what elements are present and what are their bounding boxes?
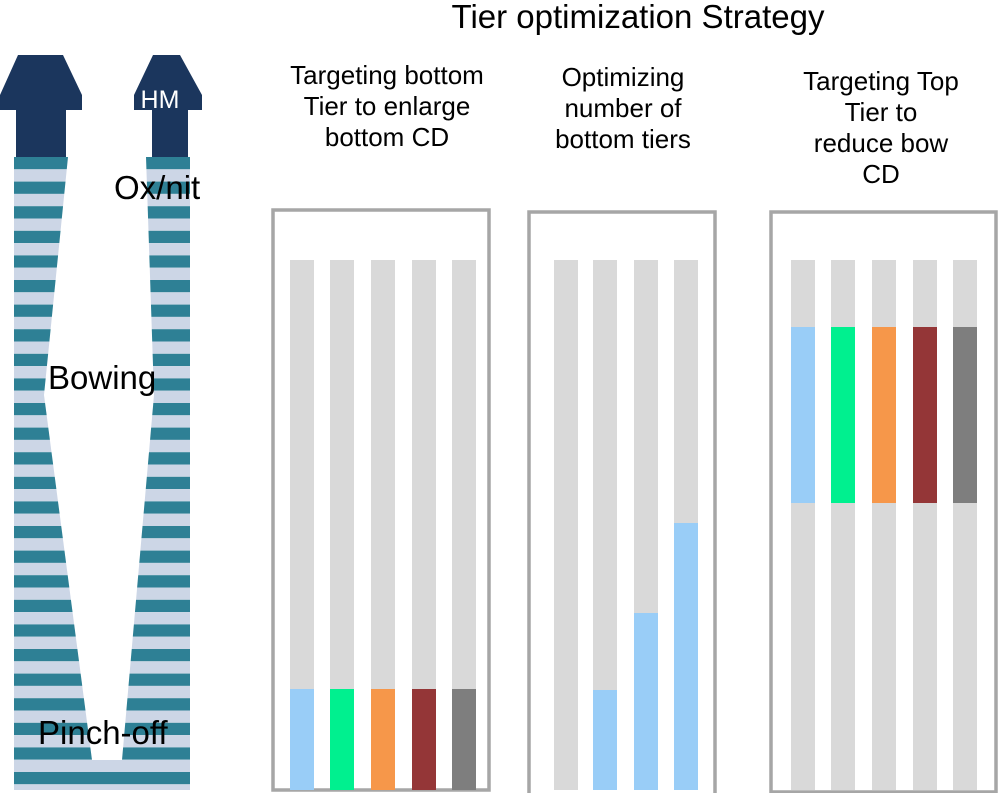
panel-3-heading-line-3: reduce bow <box>814 128 949 158</box>
panel-2-heading-line-3: bottom tiers <box>555 124 691 154</box>
etched-hole-structure: HM Ox/nit Bowing Pinch-off <box>0 55 202 790</box>
hardmask-arrow-left <box>0 55 82 157</box>
panel-2-heading-line-1: Optimizing <box>562 62 685 92</box>
panel-top-tier-targeting <box>769 210 998 794</box>
panel-2-heading-line-2: number of <box>564 93 682 123</box>
tier-column-highlight <box>371 689 395 790</box>
tier-column-highlight <box>913 327 937 503</box>
layer-stripe-oxide <box>14 759 190 772</box>
tier-column-highlight <box>412 689 436 790</box>
panel-3-heading: Targeting Top Tier to reduce bow CD <box>803 66 959 189</box>
hardmask-arrow-right <box>134 55 202 157</box>
tier-column-highlight <box>452 689 476 790</box>
tier-column-highlight <box>674 523 698 790</box>
panel-2-heading: Optimizing number of bottom tiers <box>555 62 691 154</box>
panel-1-heading: Targeting bottom Tier to enlarge bottom … <box>290 60 484 152</box>
tier-column <box>554 260 578 790</box>
panel-1-heading-line-3: bottom CD <box>325 122 449 152</box>
panel-frame <box>769 210 998 794</box>
panel-3-heading-line-4: CD <box>862 159 900 189</box>
tier-column-highlight <box>290 689 314 790</box>
panel-1-heading-line-1: Targeting bottom <box>290 60 484 90</box>
layer-stripe-oxide <box>14 784 190 790</box>
figure-title: Tier optimization Strategy <box>452 0 825 35</box>
tier-column-highlight <box>791 327 815 503</box>
panel-3-heading-line-2: Tier to <box>845 97 918 127</box>
panel-3-heading-line-1: Targeting Top <box>803 66 959 96</box>
hardmask-label: HM <box>141 86 180 114</box>
tier-column-highlight <box>872 327 896 503</box>
panel-bottom-tier-targeting <box>271 208 491 792</box>
panel-bottom-tier-count <box>527 210 717 798</box>
tier-column-highlight <box>831 327 855 503</box>
etched-hole-profile <box>44 157 154 760</box>
panel-1-heading-line-2: Tier to enlarge <box>304 91 471 121</box>
layer-stripe-nitride <box>14 772 190 785</box>
tier-column-highlight <box>953 327 977 503</box>
pinch-off-label: Pinch-off <box>38 714 168 751</box>
bowing-label: Bowing <box>48 359 156 396</box>
layer-label: Ox/nit <box>114 169 200 206</box>
tier-column-highlight <box>330 689 354 790</box>
tier-column-highlight <box>634 613 658 790</box>
tier-column-highlight <box>593 690 617 790</box>
